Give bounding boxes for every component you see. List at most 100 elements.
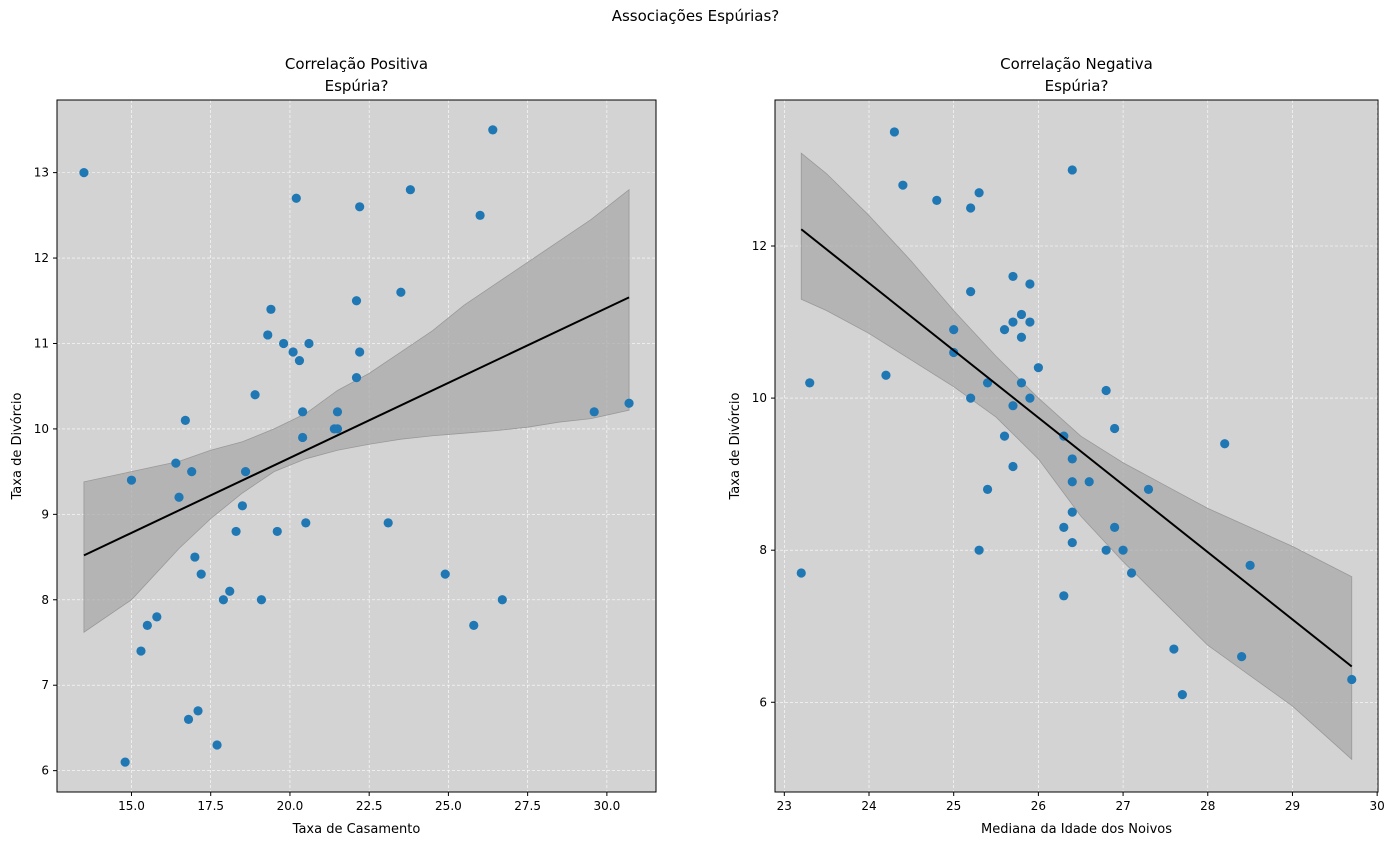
data-point bbox=[294, 355, 305, 366]
confidence-band bbox=[800, 152, 1353, 761]
y-axis-label: Taxa de Divórcio bbox=[728, 392, 743, 500]
data-point bbox=[1220, 439, 1230, 449]
data-point bbox=[405, 185, 415, 195]
data-point bbox=[949, 325, 959, 335]
data-point bbox=[272, 526, 282, 537]
data-point bbox=[1110, 423, 1120, 434]
data-point bbox=[1067, 454, 1077, 464]
y-axis-ticks: 6 7 8 9 10 11 12 13 bbox=[34, 166, 57, 778]
x-tick-label: 25 bbox=[946, 799, 961, 813]
data-point bbox=[187, 467, 197, 477]
x-tick-label: 20.0 bbox=[277, 799, 304, 813]
data-point bbox=[355, 347, 365, 357]
x-tick-label: 27.5 bbox=[514, 799, 541, 813]
data-point bbox=[193, 706, 203, 716]
x-axis-ticks: 23 24 25 26 27 28 29 30 bbox=[777, 792, 1385, 813]
data-point bbox=[932, 195, 942, 205]
data-point bbox=[1016, 332, 1027, 342]
data-point bbox=[949, 347, 959, 358]
data-point bbox=[288, 347, 298, 357]
data-point bbox=[231, 526, 241, 537]
data-point bbox=[225, 586, 235, 596]
data-point bbox=[1008, 401, 1018, 411]
data-point bbox=[263, 330, 273, 340]
y-tick-label: 7 bbox=[41, 678, 49, 692]
figure-suptitle: Associações Espúrias? bbox=[611, 7, 780, 25]
data-point bbox=[79, 168, 89, 178]
data-point bbox=[298, 407, 308, 417]
y-axis-label: Taxa de Divórcio bbox=[10, 392, 25, 500]
scatter-points bbox=[796, 127, 1357, 700]
y-tick-label: 8 bbox=[759, 543, 767, 557]
regression-line bbox=[83, 296, 630, 557]
data-point bbox=[1143, 484, 1154, 494]
data-point bbox=[1067, 507, 1077, 517]
data-point bbox=[889, 127, 900, 137]
data-point bbox=[475, 210, 485, 220]
data-point bbox=[966, 287, 976, 297]
y-tick-label: 6 bbox=[41, 764, 49, 778]
data-point bbox=[881, 370, 891, 380]
x-tick-label: 25.0 bbox=[435, 799, 462, 813]
data-point bbox=[440, 569, 450, 579]
data-point bbox=[1084, 477, 1094, 487]
x-tick-label: 30.0 bbox=[594, 799, 621, 813]
y-tick-label: 10 bbox=[34, 422, 49, 436]
x-tick-label: 29 bbox=[1285, 799, 1300, 813]
x-axis-label: Taxa de Casamento bbox=[292, 822, 421, 837]
data-point bbox=[183, 714, 194, 724]
data-point bbox=[488, 125, 498, 135]
data-point bbox=[497, 595, 507, 605]
data-point bbox=[332, 424, 343, 434]
data-point bbox=[966, 203, 976, 213]
x-tick-label: 17.5 bbox=[197, 799, 224, 813]
data-point bbox=[212, 740, 222, 750]
data-point bbox=[1067, 477, 1077, 487]
data-point bbox=[1067, 537, 1077, 548]
y-tick-label: 13 bbox=[34, 166, 49, 180]
data-point bbox=[974, 188, 984, 198]
y-tick-label: 12 bbox=[34, 251, 49, 265]
data-point bbox=[974, 545, 984, 555]
data-point bbox=[1067, 165, 1077, 175]
scatter-points bbox=[79, 125, 634, 767]
data-point bbox=[1033, 363, 1043, 373]
data-point bbox=[171, 458, 181, 468]
data-point bbox=[301, 518, 311, 528]
data-point bbox=[120, 757, 130, 767]
data-point bbox=[237, 501, 247, 511]
data-point bbox=[304, 338, 314, 349]
plot-frame bbox=[774, 99, 1379, 793]
data-point bbox=[1237, 652, 1247, 662]
data-point bbox=[1101, 545, 1111, 555]
data-point bbox=[1025, 393, 1035, 403]
grid bbox=[57, 100, 656, 792]
data-point bbox=[351, 296, 362, 306]
plot-frame bbox=[56, 99, 657, 793]
data-point bbox=[1008, 317, 1018, 327]
data-point bbox=[291, 193, 301, 203]
data-point bbox=[1025, 279, 1035, 289]
data-point bbox=[1008, 461, 1018, 472]
x-tick-label: 30 bbox=[1370, 799, 1385, 813]
data-point bbox=[126, 475, 137, 485]
data-point bbox=[1016, 378, 1027, 388]
x-tick-label: 28 bbox=[1200, 799, 1215, 813]
data-point bbox=[279, 338, 289, 349]
data-point bbox=[351, 373, 362, 383]
x-axis-ticks: 15.0 17.5 20.0 22.5 25.0 27.5 30.0 bbox=[118, 792, 620, 813]
y-tick-label: 12 bbox=[752, 239, 767, 253]
y-tick-label: 10 bbox=[752, 391, 767, 405]
data-point bbox=[152, 612, 162, 622]
data-point bbox=[190, 552, 200, 562]
data-point bbox=[256, 595, 267, 605]
data-point bbox=[240, 467, 251, 477]
data-point bbox=[982, 484, 993, 494]
chart-title-line2: Espúria? bbox=[325, 77, 389, 95]
data-point bbox=[805, 378, 815, 388]
x-tick-label: 24 bbox=[861, 799, 876, 813]
data-point bbox=[266, 304, 276, 314]
data-point bbox=[966, 393, 976, 403]
data-point bbox=[1101, 385, 1111, 396]
data-point bbox=[355, 202, 365, 212]
